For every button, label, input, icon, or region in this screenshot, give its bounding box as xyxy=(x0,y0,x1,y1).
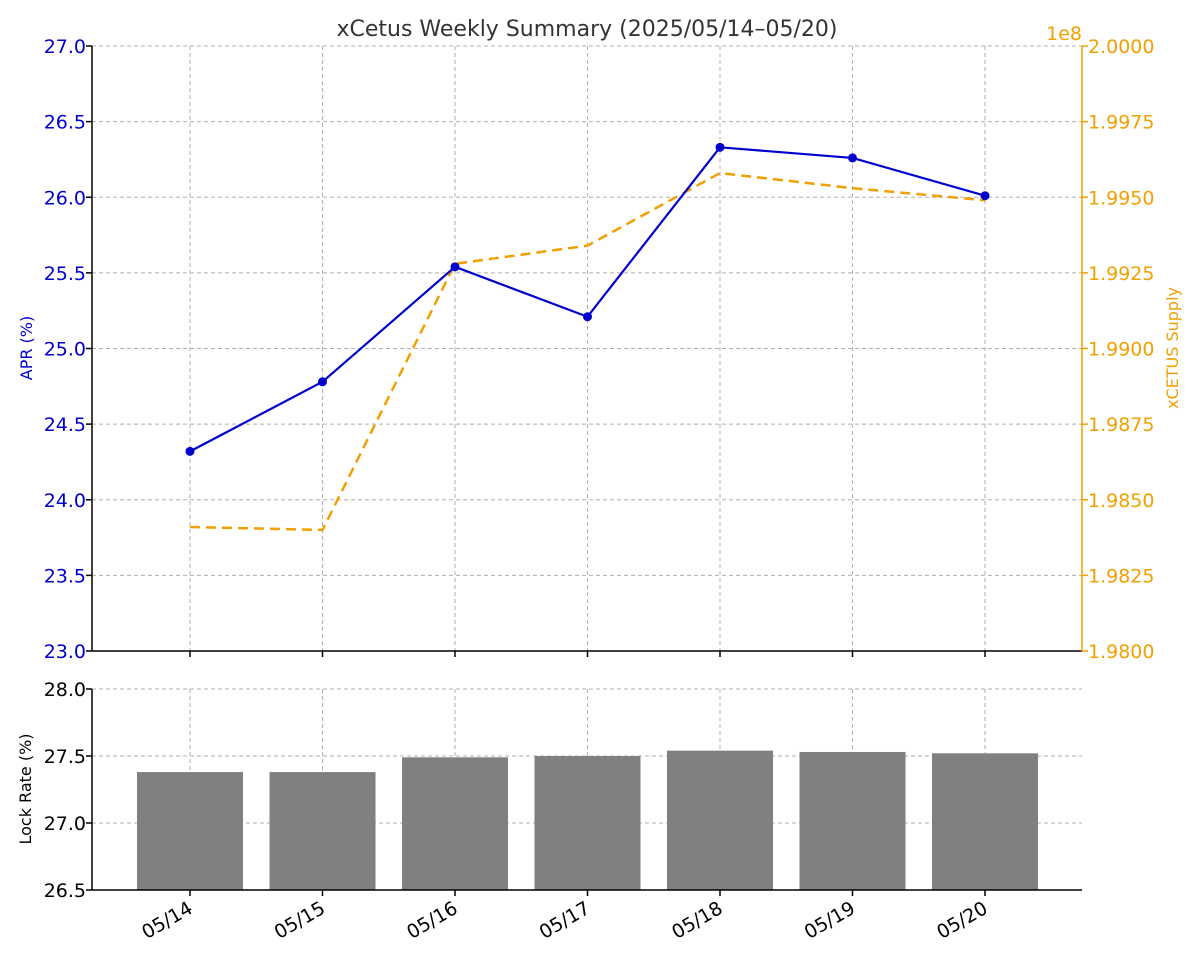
lock-rate-tick-label: 26.5 xyxy=(44,880,86,902)
date-tick-label: 05/15 xyxy=(271,897,329,943)
supply-tick-label: 1.9975 xyxy=(1088,112,1154,134)
apr-point xyxy=(185,446,195,456)
apr-tick-label: 24.5 xyxy=(44,414,86,436)
apr-tick-label: 26.5 xyxy=(44,112,86,134)
supply-axis-label: xCETUS Supply xyxy=(1163,287,1182,409)
apr-tick-label: 23.5 xyxy=(44,565,86,587)
date-tick-label: 05/16 xyxy=(403,897,461,943)
date-tick-label: 05/19 xyxy=(801,897,859,943)
supply-tick-label: 1.9850 xyxy=(1088,490,1154,512)
apr-tick-label: 24.0 xyxy=(44,490,86,512)
apr-point xyxy=(848,153,857,163)
lock-rate-bar xyxy=(137,772,243,890)
apr-point xyxy=(583,312,592,322)
supply-line xyxy=(189,171,986,532)
lock-rate-bar xyxy=(932,753,1038,890)
lock-rate-axis-label: Lock Rate (%) xyxy=(16,733,35,844)
date-tick-label: 05/14 xyxy=(138,897,196,943)
apr-point xyxy=(450,262,460,272)
apr-tick-label: 25.0 xyxy=(44,339,86,361)
apr-axis-label: APR (%) xyxy=(17,316,36,380)
supply-tick-label: 1.9875 xyxy=(1088,414,1154,436)
apr-tick-label: 26.0 xyxy=(44,187,86,209)
supply-tick-label: 1.9925 xyxy=(1088,263,1154,285)
supply-tick-label: 1.9800 xyxy=(1088,641,1154,663)
supply-tick-label: 1.9825 xyxy=(1088,565,1154,587)
apr-point xyxy=(715,142,725,152)
chart-title: xCetus Weekly Summary (2025/05/14–05/20) xyxy=(336,17,837,42)
supply-tick-label: 2.0000 xyxy=(1088,36,1154,58)
lock-rate-bar xyxy=(269,772,376,890)
date-tick-label: 05/17 xyxy=(536,897,594,943)
lock-rate-tick-label: 28.0 xyxy=(44,679,86,701)
lock-rate-tick-label: 27.5 xyxy=(44,746,86,768)
apr-tick-label: 27.0 xyxy=(44,36,86,58)
date-tick-label: 05/18 xyxy=(668,897,726,943)
lock-rate-tick-label: 27.0 xyxy=(44,813,86,835)
apr-tick-label: 23.0 xyxy=(44,641,86,663)
right-axis-multiplier: 1e8 xyxy=(1046,23,1082,45)
lock-rate-bar xyxy=(402,757,508,890)
lock-rate-bar xyxy=(799,751,906,890)
apr-point xyxy=(318,377,327,387)
lock-rate-bar xyxy=(534,756,641,890)
date-tick-label: 05/20 xyxy=(933,897,991,943)
apr-tick-label: 25.5 xyxy=(44,263,86,285)
supply-tick-label: 1.9950 xyxy=(1088,187,1154,209)
supply-tick-label: 1.9900 xyxy=(1088,339,1154,361)
lock-rate-bar xyxy=(667,750,773,890)
apr-point xyxy=(980,191,990,201)
